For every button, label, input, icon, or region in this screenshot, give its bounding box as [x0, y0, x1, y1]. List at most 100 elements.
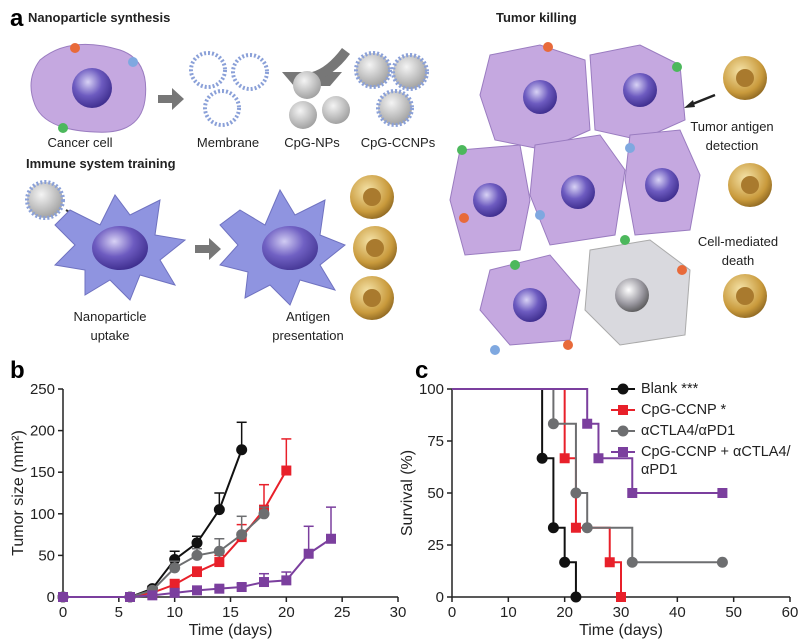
legend-swatch — [611, 405, 635, 415]
label: presentation — [272, 328, 344, 343]
marker — [559, 453, 570, 464]
series-line — [452, 388, 723, 564]
legend: Blank *** CpG-CCNP * αCTLA4/αPD1 CpG-CCNP +… — [610, 380, 798, 482]
x-axis-label: Time (days) — [579, 622, 663, 639]
panel-letter: b — [10, 357, 25, 384]
marker — [617, 425, 629, 437]
marker — [191, 537, 203, 549]
marker — [259, 577, 269, 588]
marker — [169, 554, 181, 566]
marker — [213, 545, 225, 557]
marker — [281, 465, 292, 476]
marker — [192, 585, 202, 596]
marker — [214, 583, 225, 594]
legend-label: CpG-CCNP * — [641, 402, 727, 418]
legend-entry: αCTLA4/αPD1 — [610, 422, 798, 440]
x-tick-label: 40 — [669, 604, 686, 621]
legend-entry: CpG-CCNP * — [610, 401, 798, 419]
marker — [593, 453, 604, 464]
legend-label: Blank *** — [641, 381, 699, 397]
x-tick-label: 15 — [222, 604, 239, 621]
y-tick-label: 200 — [30, 423, 55, 440]
section-title: Immune system training — [26, 156, 176, 171]
marker — [281, 575, 292, 586]
y-tick-label: 100 — [30, 506, 55, 523]
marker — [616, 592, 626, 602]
marker — [147, 590, 158, 601]
label: Cancer cell — [47, 135, 112, 150]
y-tick-label: 50 — [427, 485, 444, 502]
marker — [626, 556, 638, 568]
x-tick-label: 30 — [613, 604, 630, 621]
y-tick-label: 150 — [30, 464, 55, 481]
marker — [236, 529, 248, 541]
label: death — [722, 253, 755, 268]
x-tick-label: 20 — [556, 604, 573, 621]
x-tick-label: 5 — [115, 604, 123, 621]
y-tick-label: 250 — [30, 381, 55, 398]
y-tick-label: 50 — [38, 547, 55, 564]
legend-entry: Blank *** — [610, 380, 798, 398]
marker — [125, 592, 135, 602]
x-tick-label: 60 — [782, 604, 799, 621]
marker — [258, 508, 270, 520]
y-tick-label: 0 — [436, 589, 444, 606]
x-tick-label: 50 — [725, 604, 742, 621]
marker — [236, 444, 248, 456]
x-tick-label: 20 — [278, 604, 295, 621]
marker — [582, 418, 593, 429]
y-tick-label: 0 — [47, 589, 55, 606]
label: uptake — [90, 328, 129, 343]
section-title: Tumor killing — [496, 10, 577, 25]
marker — [717, 488, 728, 498]
diagram-art — [25, 42, 772, 355]
marker — [191, 549, 203, 561]
label: Antigen — [286, 309, 330, 324]
marker — [627, 488, 638, 498]
x-tick-label: 0 — [448, 604, 456, 621]
x-axis-label: Time (days) — [189, 622, 273, 639]
legend-entry: CpG-CCNP + αCTLA4/αPD1 — [610, 443, 798, 479]
label: Membrane — [197, 135, 259, 150]
marker — [547, 418, 559, 430]
marker — [559, 556, 571, 568]
label: CpG-NPs — [284, 135, 340, 150]
legend-swatch — [611, 425, 635, 437]
x-tick-label: 0 — [59, 604, 67, 621]
legend-swatch — [611, 383, 635, 395]
marker — [570, 487, 582, 499]
marker — [192, 567, 202, 578]
marker — [570, 591, 582, 603]
marker — [303, 548, 314, 559]
legend-label: αCTLA4/αPD1 — [641, 423, 736, 439]
marker — [604, 557, 615, 568]
series-line — [63, 513, 265, 598]
legend-label: CpG-CCNP + αCTLA4/αPD1 — [641, 444, 791, 478]
y-axis-label: Survival (%) — [399, 450, 416, 536]
legend-swatch — [611, 447, 635, 457]
y-tick-label: 25 — [427, 537, 444, 554]
marker — [213, 504, 225, 516]
marker — [169, 587, 180, 598]
marker — [236, 582, 247, 593]
marker — [618, 447, 628, 457]
label: Tumor antigen — [690, 119, 773, 134]
y-tick-label: 100 — [419, 381, 444, 398]
marker — [570, 522, 581, 533]
series-line — [452, 388, 622, 597]
marker — [214, 557, 225, 568]
label: Cell-mediated — [698, 234, 778, 249]
marker — [617, 383, 629, 395]
y-axis-label: Tumor size (mm²) — [10, 430, 27, 556]
series-line — [63, 449, 243, 598]
marker — [58, 592, 68, 602]
label: CpG-CCNPs — [361, 135, 436, 150]
x-tick-label: 10 — [500, 604, 517, 621]
x-tick-label: 30 — [390, 604, 407, 621]
marker — [536, 452, 548, 464]
marker — [618, 405, 628, 415]
series-line — [63, 470, 288, 598]
panel-letter: a — [10, 5, 24, 32]
